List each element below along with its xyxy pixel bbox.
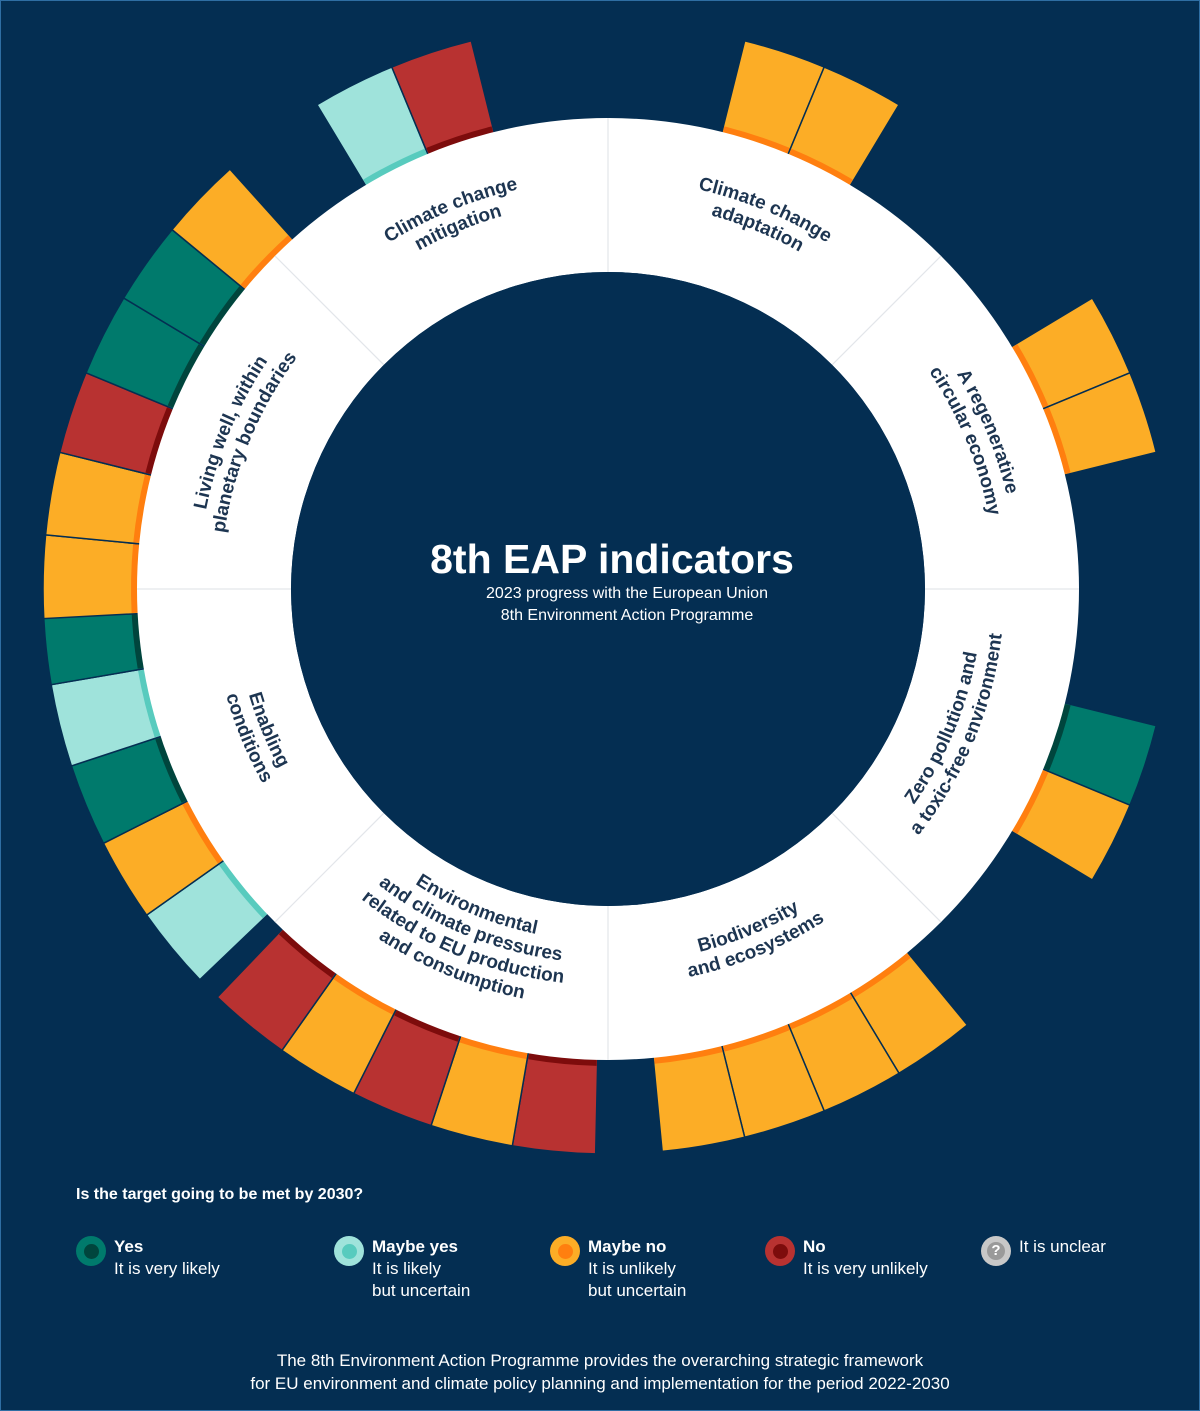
legend-question: Is the target going to be met by 2030? bbox=[76, 1186, 364, 1203]
legend-desc-maybe-yes: It is likely but uncertain bbox=[372, 1259, 471, 1300]
section-divider bbox=[274, 812, 385, 923]
footer-line-1: The 8th Environment Action Programme pro… bbox=[276, 1351, 924, 1370]
maybe-no-icon bbox=[550, 1236, 580, 1266]
section-ring bbox=[136, 118, 1080, 1060]
legend-desc-yes: It is very likely bbox=[114, 1259, 220, 1278]
indicator-segments bbox=[42, 39, 1158, 1155]
legend-name-no: No bbox=[803, 1237, 826, 1256]
yes-icon bbox=[76, 1236, 106, 1266]
footer-note: The 8th Environment Action Programme pro… bbox=[0, 1349, 1200, 1395]
center-disc bbox=[291, 272, 925, 906]
subtitle-line-1: 2023 progress with the European Union bbox=[486, 585, 768, 602]
section-indicators bbox=[42, 168, 298, 620]
legend-name-maybe-no: Maybe no bbox=[588, 1237, 667, 1256]
no-icon bbox=[765, 1236, 795, 1266]
legend-name-yes: Yes bbox=[114, 1237, 144, 1256]
legend-desc-unclear: It is unclear bbox=[1019, 1237, 1106, 1256]
legend-name-maybe-yes: Maybe yes bbox=[372, 1237, 458, 1256]
footer-line-2: for EU environment and climate policy pl… bbox=[250, 1374, 950, 1393]
main-title: 8th EAP indicators bbox=[430, 536, 794, 582]
legend-desc-maybe-no: It is unlikely but uncertain bbox=[588, 1259, 687, 1300]
section-divider bbox=[274, 255, 385, 366]
section-divider bbox=[831, 812, 942, 923]
legend-desc-no: It is very unlikely bbox=[803, 1259, 928, 1278]
question-mark-icon: ? bbox=[981, 1236, 1011, 1266]
subtitle-line-2: 8th Environment Action Programme bbox=[501, 607, 754, 624]
indicator-maybe-no bbox=[42, 534, 146, 620]
maybe-yes-icon bbox=[334, 1236, 364, 1266]
section-divider bbox=[831, 255, 942, 366]
